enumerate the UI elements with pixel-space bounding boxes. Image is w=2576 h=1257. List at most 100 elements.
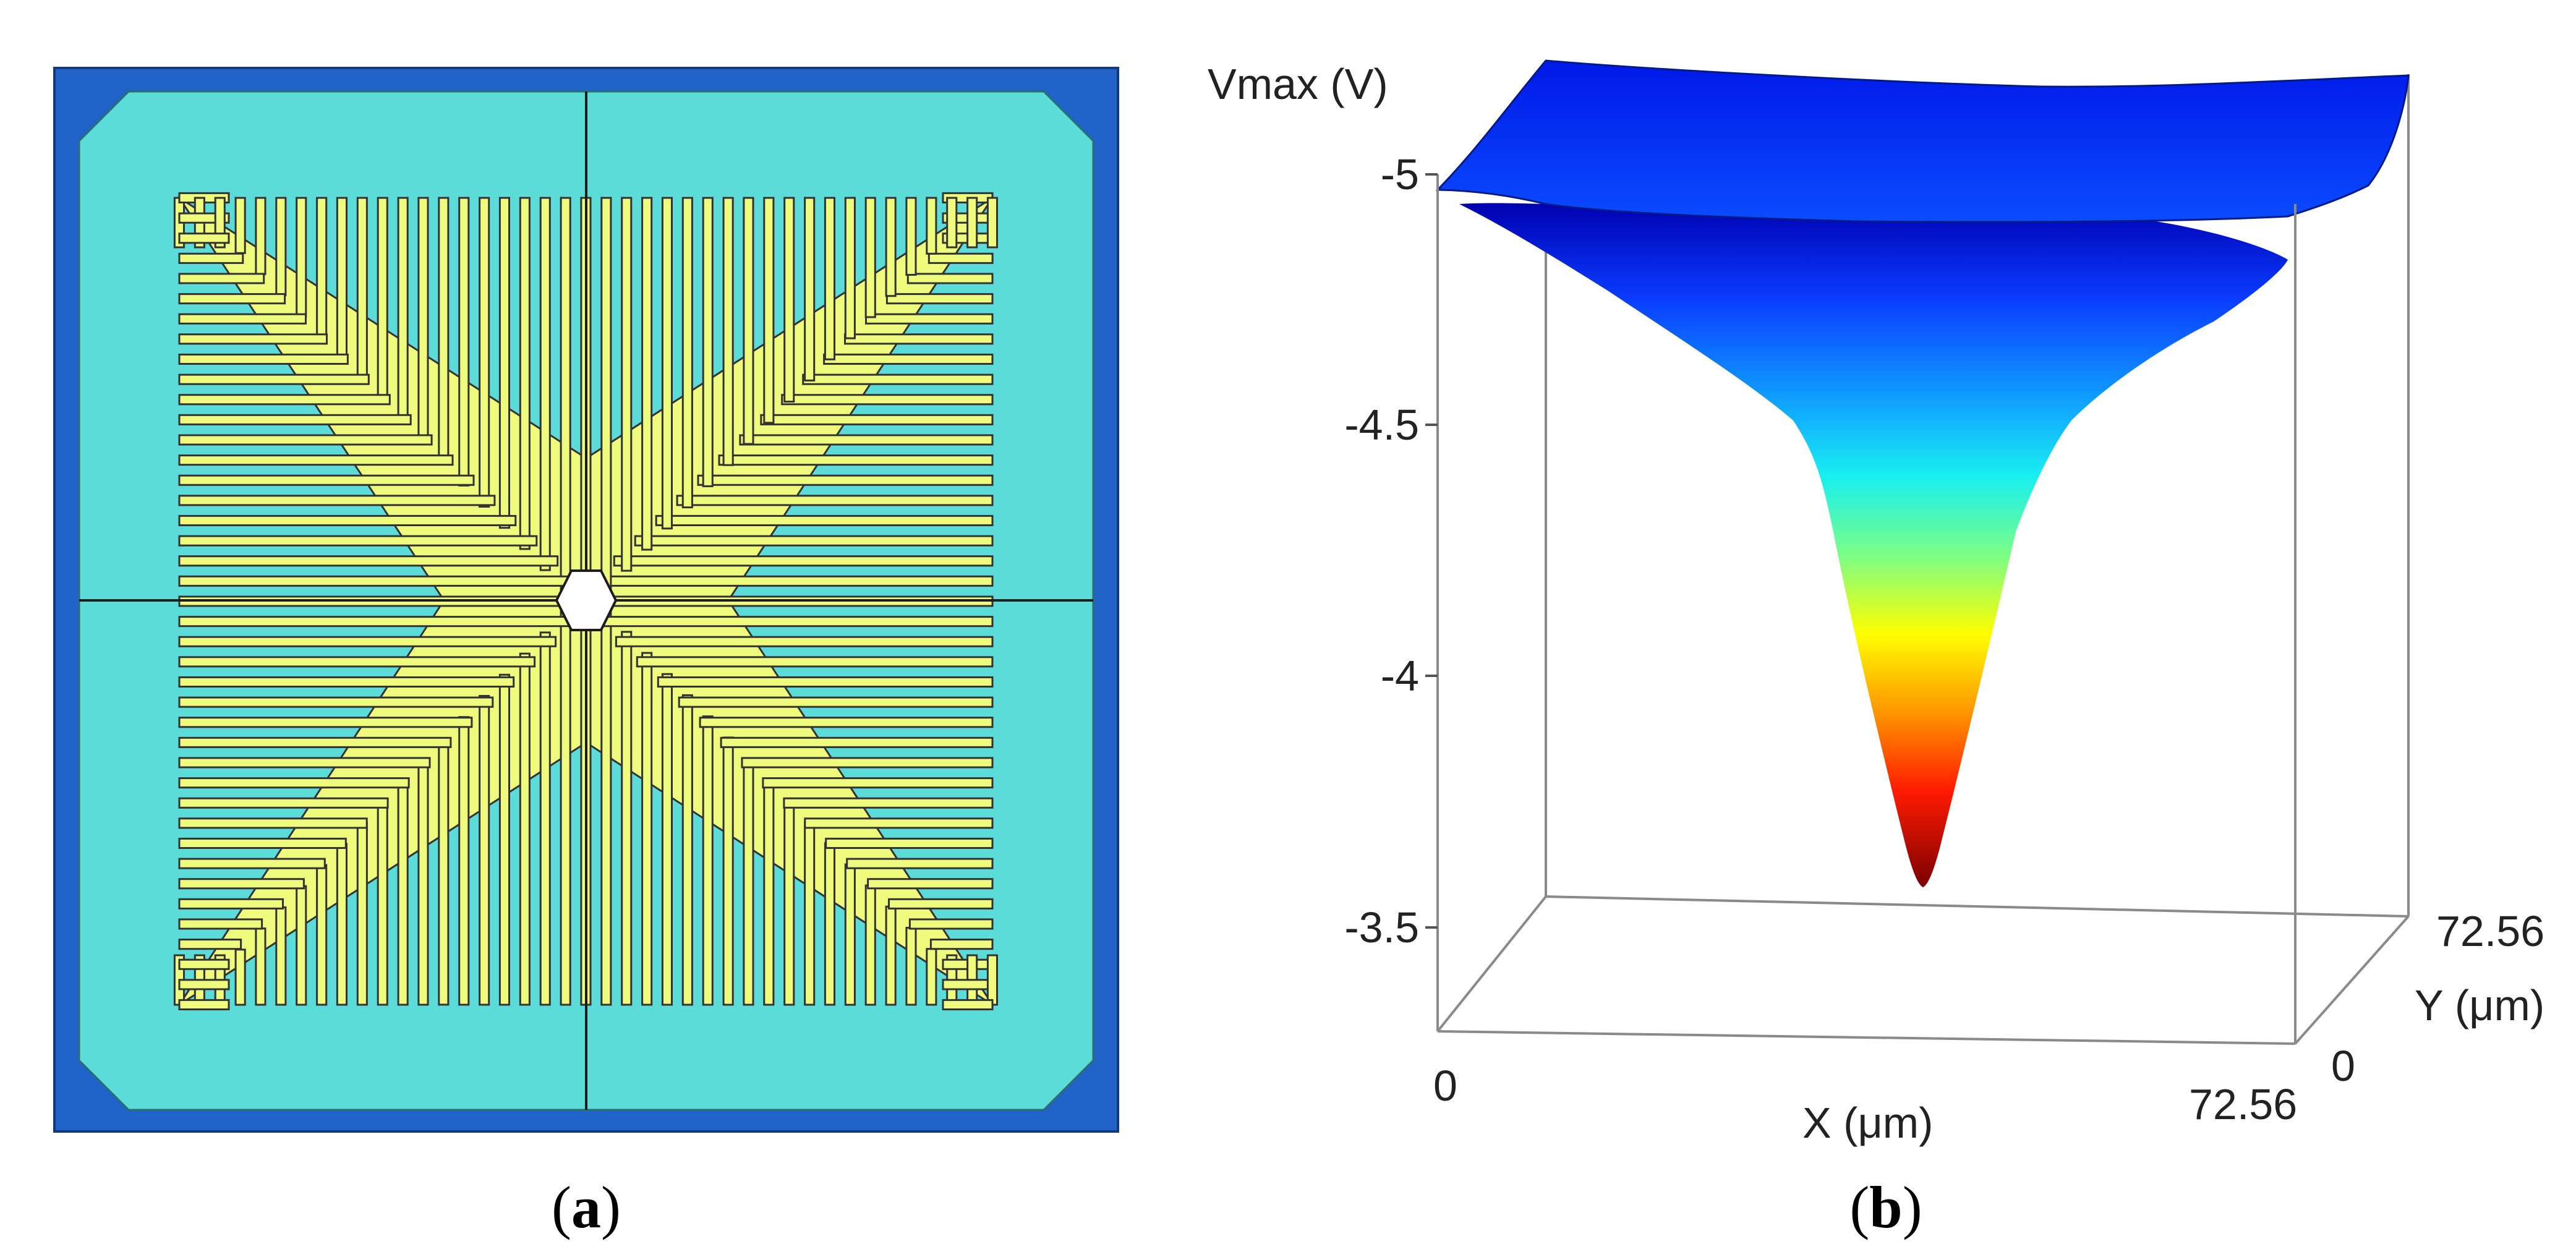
electrode-finger [178, 273, 265, 284]
electrode-finger [844, 333, 994, 345]
electrode-finger [178, 858, 326, 869]
electrode-finger [178, 817, 368, 829]
electrode-finger [519, 197, 531, 550]
z-tick-label: -4.5 [1344, 401, 1419, 449]
electrode-finger [255, 197, 267, 275]
electrode-finger [458, 197, 470, 487]
electrode-finger [178, 575, 580, 587]
electrode-finger [498, 197, 511, 529]
y-tick-label: 0 [2331, 1042, 2355, 1090]
electrode-finger [178, 696, 494, 708]
electrode-finger [178, 939, 242, 950]
electrode-finger [702, 197, 714, 487]
electrode-finger [906, 273, 994, 284]
electrode-finger [905, 927, 917, 1006]
electrode-finger [888, 898, 994, 910]
center-hole [555, 569, 618, 631]
electrode-finger [539, 631, 551, 1006]
panel-a-electrode-layout: (a) [53, 67, 1119, 1240]
electrode-finger [823, 353, 994, 365]
panel-b-surface-plot: -5 -4.5 -4 -3.5 Vmax (V) 0 72.56 X (μm) … [1208, 59, 2544, 1240]
electrode-finger [741, 757, 994, 769]
electrode-finger [641, 652, 653, 1006]
electrode-finger [356, 822, 368, 1006]
z-tick-label: -4 [1381, 652, 1419, 700]
electrode-finger [844, 863, 856, 1006]
electrode-finger [720, 736, 994, 748]
electrode-finger [178, 434, 433, 446]
z-ticks [1425, 173, 1438, 929]
electrode-finger [178, 333, 328, 345]
x-axis-label: X (μm) [1802, 1099, 1933, 1147]
electrode-finger [824, 197, 836, 360]
electrode-finger [178, 958, 230, 970]
panel-b-label: (b) [1849, 1174, 1922, 1240]
electrode-finger [865, 313, 994, 325]
electrode-finger [417, 197, 429, 445]
electrode-finger [905, 197, 917, 276]
electrode-finger [621, 631, 633, 1006]
surface-funnel [1459, 203, 2288, 887]
electrode-finger [986, 954, 999, 1006]
electrode-finger [178, 878, 305, 890]
electrode-finger [234, 948, 246, 1006]
electrode-finger [634, 535, 994, 547]
electrode-finger [178, 495, 496, 506]
electrode-finger [178, 394, 391, 406]
electrode-finger [178, 454, 454, 466]
electrode-finger [178, 999, 230, 1011]
electrode-finger [560, 197, 571, 592]
electrode-finger [296, 885, 307, 1006]
electrode-finger [986, 197, 999, 249]
electrode-finger [641, 197, 653, 551]
interdigitated-electrode [173, 192, 999, 1011]
electrode-finger [825, 837, 994, 850]
electrode-finger [178, 616, 578, 628]
electrode-finger [783, 799, 795, 1006]
electrode-finger [681, 197, 693, 509]
electrode-finger [178, 514, 517, 527]
surface-top-rim [1435, 59, 2410, 223]
electrode-finger [804, 821, 816, 1006]
electrode-finger [864, 197, 876, 318]
electrode-finger [417, 758, 429, 1006]
electrode-finger [336, 843, 348, 1006]
electrode-finger [942, 979, 994, 991]
electrode-finger [178, 474, 475, 486]
electrode-finger [178, 656, 536, 668]
electrode-finger [928, 252, 994, 264]
electrode-finger [316, 197, 328, 339]
electrode-finger [539, 197, 551, 571]
electrode-finger [397, 197, 409, 424]
electrode-finger [699, 717, 994, 728]
electrode-finger [178, 979, 230, 991]
electrode-finger [783, 197, 795, 403]
plot-box-front [1436, 174, 2297, 1044]
electrode-finger [178, 535, 538, 547]
electrode-finger [178, 252, 244, 264]
electrode-finger [178, 293, 286, 305]
electrode-finger [275, 197, 287, 297]
electrode-finger [178, 757, 431, 769]
electrode-finger [275, 906, 287, 1006]
electrode-finger [676, 495, 994, 506]
electrode-finger [743, 757, 754, 1006]
electrode-finger [600, 197, 612, 593]
electrode-finger [178, 636, 557, 647]
electrode-finger [942, 999, 994, 1011]
electrode-finger [498, 673, 511, 1006]
electrode-finger [255, 927, 267, 1006]
electrode-finger [783, 797, 994, 809]
electrode-finger [178, 736, 452, 748]
electrode-finger [316, 864, 328, 1006]
electrode-finger [178, 797, 389, 809]
electrode-finger [929, 939, 994, 950]
x-tick-label: 72.56 [2189, 1080, 2297, 1128]
x-tick-label: 0 [1433, 1062, 1457, 1110]
panel-a-label: (a) [552, 1174, 621, 1240]
electrode-finger [519, 652, 531, 1006]
electrode-finger [846, 858, 994, 869]
electrode-finger [926, 948, 937, 1006]
electrode-finger [678, 696, 994, 708]
electrode-finger [824, 842, 836, 1006]
